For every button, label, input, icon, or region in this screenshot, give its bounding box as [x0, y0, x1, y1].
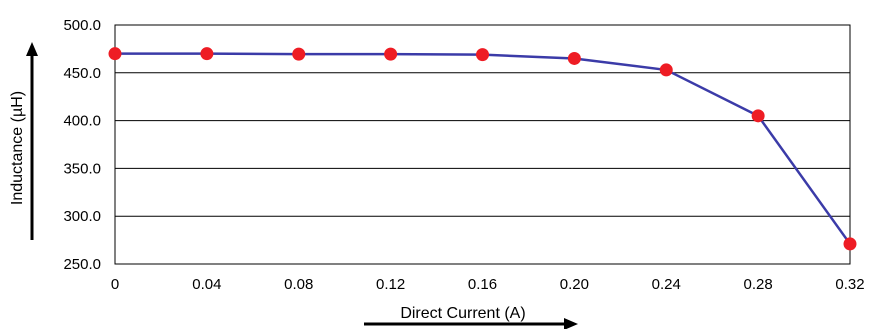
plot-border [114, 24, 851, 265]
x-tick-label: 0.04 [192, 276, 221, 293]
data-point [108, 47, 122, 61]
grid-lines [115, 72, 850, 217]
data-point [384, 47, 398, 61]
plot-area [114, 24, 851, 265]
x-axis-arrow [364, 318, 578, 329]
y-tick-label: 300.0 [63, 208, 101, 225]
y-tick-label: 350.0 [63, 160, 101, 177]
data-point [659, 63, 673, 77]
y-axis-title: Inductance (µH) [9, 91, 26, 205]
data-point [751, 109, 765, 123]
data-point [200, 47, 214, 61]
y-axis-arrow [26, 42, 38, 240]
y-tick-label: 400.0 [63, 113, 101, 130]
y-tick-label: 450.0 [63, 65, 101, 82]
data-point [476, 48, 489, 62]
x-tick-label: 0.32 [835, 276, 864, 293]
x-tick-label: 0 [111, 276, 119, 293]
x-tick-label: 0.28 [744, 276, 773, 293]
data-point [292, 47, 306, 61]
y-tick-label: 250.0 [63, 256, 101, 273]
x-tick-label: 0.24 [652, 276, 681, 293]
series-layer [108, 47, 857, 251]
x-tick-label: 0.12 [376, 276, 405, 293]
y-tick-label: 500.0 [63, 17, 101, 34]
data-point [567, 51, 581, 65]
y-tick-labels: 250.0 300.0 350.0 400.0 450.0 500.0 [63, 17, 101, 273]
x-tick-label: 0.08 [284, 276, 313, 293]
x-tick-label: 0.20 [560, 276, 589, 293]
data-point [843, 237, 857, 251]
x-axis-title: Direct Current (A) [400, 305, 525, 322]
x-tick-labels: 0 0.04 0.08 0.12 0.16 0.20 0.24 0.28 0.32 [111, 276, 865, 293]
x-tick-label: 0.16 [468, 276, 497, 293]
